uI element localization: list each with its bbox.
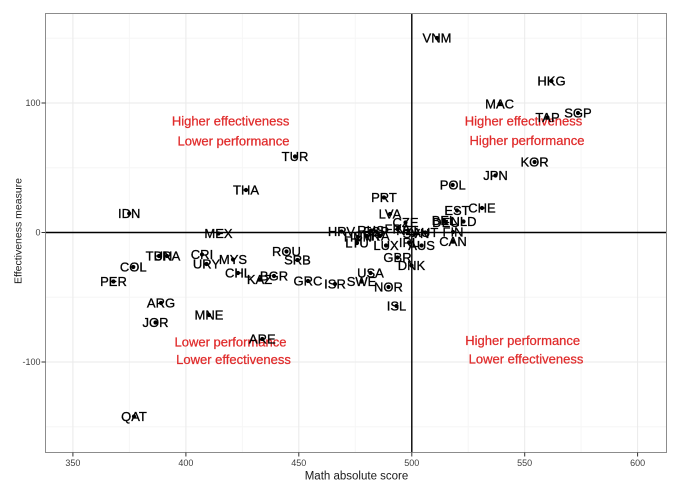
svg-text:SRB: SRB [284,253,311,268]
svg-text:MYS: MYS [219,252,248,267]
svg-text:EST: EST [444,203,469,218]
svg-text:POL: POL [440,178,466,193]
svg-text:LUX: LUX [373,238,399,253]
svg-text:URY: URY [193,257,221,272]
svg-text:CHL: CHL [225,266,251,281]
svg-text:PRT: PRT [371,190,397,205]
svg-text:ISL: ISL [387,299,407,314]
svg-text:KAZ: KAZ [247,272,272,287]
svg-text:400: 400 [178,458,193,468]
svg-text:0: 0 [35,228,40,238]
svg-text:SWE: SWE [347,274,377,289]
svg-text:Higher performance: Higher performance [465,333,580,348]
svg-text:AUT: AUT [412,225,438,240]
svg-text:ITA: ITA [370,229,390,244]
svg-text:-100: -100 [22,357,40,367]
svg-text:AUS: AUS [408,238,435,253]
svg-text:IRL: IRL [399,235,419,250]
svg-text:NLD: NLD [450,214,476,229]
svg-text:ISR: ISR [324,277,346,292]
svg-text:500: 500 [404,458,419,468]
svg-text:Lower effectiveness: Lower effectiveness [176,352,291,367]
svg-text:Effectiveness measure: Effectiveness measure [13,178,25,284]
svg-text:TUN: TUN [146,249,173,264]
svg-text:TAP: TAP [535,110,559,125]
svg-text:ARG: ARG [147,296,175,311]
svg-text:GRC: GRC [294,274,323,289]
svg-text:100: 100 [25,98,40,108]
svg-text:550: 550 [517,458,532,468]
svg-text:RUS: RUS [357,223,385,238]
svg-text:SGP: SGP [564,106,591,121]
svg-text:FRA: FRA [385,222,411,237]
svg-text:450: 450 [291,458,306,468]
svg-text:MEX: MEX [204,226,233,241]
svg-text:THA: THA [233,183,259,198]
svg-text:CAN: CAN [439,234,466,249]
svg-text:BRA: BRA [154,249,181,264]
svg-text:FIN: FIN [443,225,464,240]
svg-text:MNE: MNE [195,308,224,323]
svg-text:DNK: DNK [398,258,426,273]
svg-text:NOR: NOR [374,280,403,295]
svg-text:SVN: SVN [403,226,430,241]
svg-text:DEU: DEU [432,215,459,230]
svg-text:JPN: JPN [483,168,508,183]
svg-text:PER: PER [100,274,127,289]
svg-text:LVA: LVA [379,207,402,222]
svg-text:MAC: MAC [485,97,514,112]
svg-text:GBR: GBR [383,250,411,265]
svg-text:ROU: ROU [272,244,301,259]
svg-text:USA: USA [357,266,384,281]
svg-text:JOR: JOR [143,315,169,330]
svg-text:Higher effectiveness: Higher effectiveness [172,114,290,129]
svg-text:HUN: HUN [344,230,372,245]
svg-text:NZL: NZL [396,223,421,238]
svg-text:HKG: HKG [537,74,565,89]
svg-text:HRV: HRV [328,224,356,239]
svg-text:CZE: CZE [393,215,419,230]
svg-text:Higher effectiveness: Higher effectiveness [465,114,583,129]
svg-text:ESP: ESP [363,224,389,239]
svg-text:ARE: ARE [249,332,276,347]
svg-text:SVK: SVK [354,229,380,244]
svg-text:350: 350 [65,458,80,468]
svg-text:Lower performance: Lower performance [178,134,290,149]
svg-text:600: 600 [630,458,645,468]
svg-text:VNM: VNM [423,31,452,46]
svg-text:TUR: TUR [282,149,309,164]
svg-text:Higher performance: Higher performance [470,133,585,148]
svg-text:Lower performance: Lower performance [175,335,287,350]
svg-text:CHE: CHE [468,201,496,216]
svg-text:KOR: KOR [521,155,549,170]
svg-text:QAT: QAT [121,409,147,424]
svg-text:BEL: BEL [432,213,457,228]
svg-text:IDN: IDN [118,206,140,221]
svg-text:COL: COL [120,260,147,275]
svg-text:LTU: LTU [345,236,369,251]
svg-text:BGR: BGR [260,269,288,284]
svg-text:Lower effectiveness: Lower effectiveness [469,352,584,367]
svg-text:Math absolute score: Math absolute score [305,471,409,483]
svg-text:CRI: CRI [191,247,213,262]
